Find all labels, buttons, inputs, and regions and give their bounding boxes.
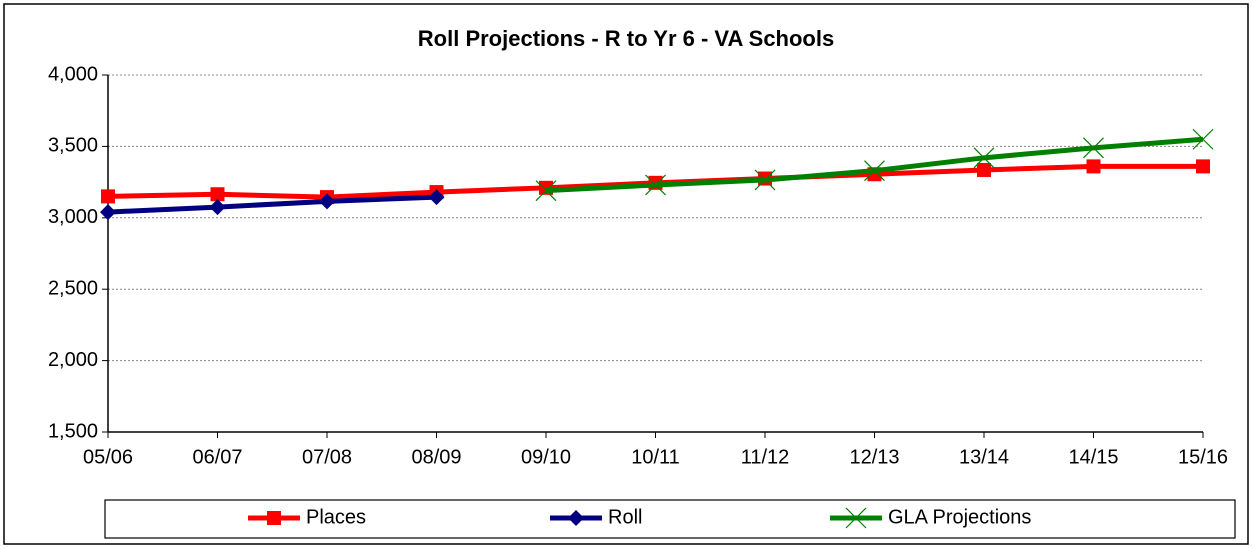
data-point (864, 160, 885, 182)
data-point (1083, 137, 1104, 159)
y-tick-label: 2,000 (48, 349, 98, 371)
x-tick-label: 15/16 (1178, 446, 1228, 468)
chart-title: Roll Projections - R to Yr 6 - VA School… (418, 26, 834, 51)
y-tick-label: 3,000 (48, 206, 98, 228)
legend-marker (845, 507, 867, 529)
data-point (1192, 128, 1214, 150)
x-tick-label: 07/08 (302, 446, 352, 468)
data-point (1196, 159, 1210, 174)
legend-label: Places (306, 506, 366, 528)
y-tick-label: 2,500 (48, 277, 98, 299)
data-point (209, 199, 226, 216)
x-tick-label: 10/11 (631, 446, 680, 468)
y-tick-label: 1,500 (48, 420, 98, 442)
x-tick-label: 12/13 (849, 446, 899, 468)
data-point (977, 162, 991, 177)
legend-label: Roll (608, 506, 642, 528)
data-point (754, 169, 776, 191)
data-point (100, 204, 116, 221)
x-tick-label: 06/07 (192, 446, 242, 468)
data-point (101, 189, 115, 204)
y-tick-label: 4,000 (48, 63, 98, 85)
chart-border (3, 3, 1249, 545)
x-tick-label: 11/12 (741, 446, 790, 468)
data-point (1086, 159, 1101, 174)
x-tick-label: 09/10 (521, 446, 571, 468)
data-point (645, 174, 666, 196)
legend-marker (267, 511, 281, 525)
series-line (107, 194, 437, 215)
data-point (535, 180, 557, 202)
x-tick-label: 13/14 (959, 446, 1009, 468)
x-tick-label: 08/09 (411, 446, 461, 468)
data-point (210, 187, 225, 202)
x-tick-label: 14/15 (1068, 446, 1118, 468)
legend-label: GLA Projections (888, 506, 1031, 528)
y-tick-label: 3,500 (48, 135, 98, 157)
x-tick-label: 05/06 (83, 446, 133, 468)
data-point (973, 147, 995, 169)
data-point (319, 193, 335, 210)
legend-marker (568, 510, 584, 526)
data-point (428, 189, 445, 206)
